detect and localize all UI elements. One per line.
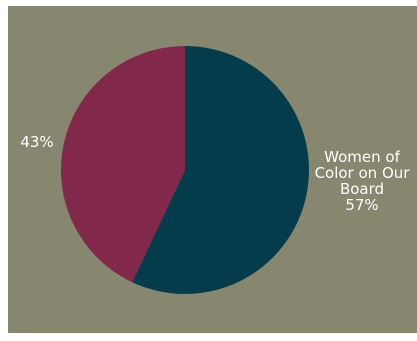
chart-area: Women of Color on Our Board 57% 43% (8, 6, 417, 333)
pie-chart: Women of Color on Our Board 57% 43% (20, 45, 411, 294)
data-label-0-line-2: Board (340, 180, 384, 198)
pie-slice-1 (60, 45, 186, 283)
data-label-0-line-3: 57% (345, 196, 378, 214)
data-label-1: 43% (20, 133, 53, 151)
pie-slice-0 (132, 46, 309, 294)
data-label-1-line-0: 43% (20, 133, 53, 151)
data-label-0-line-1: Color on Our (315, 164, 411, 182)
data-label-0: Women of Color on Our Board 57% (315, 148, 411, 214)
data-label-0-line-0: Women of (324, 148, 400, 166)
